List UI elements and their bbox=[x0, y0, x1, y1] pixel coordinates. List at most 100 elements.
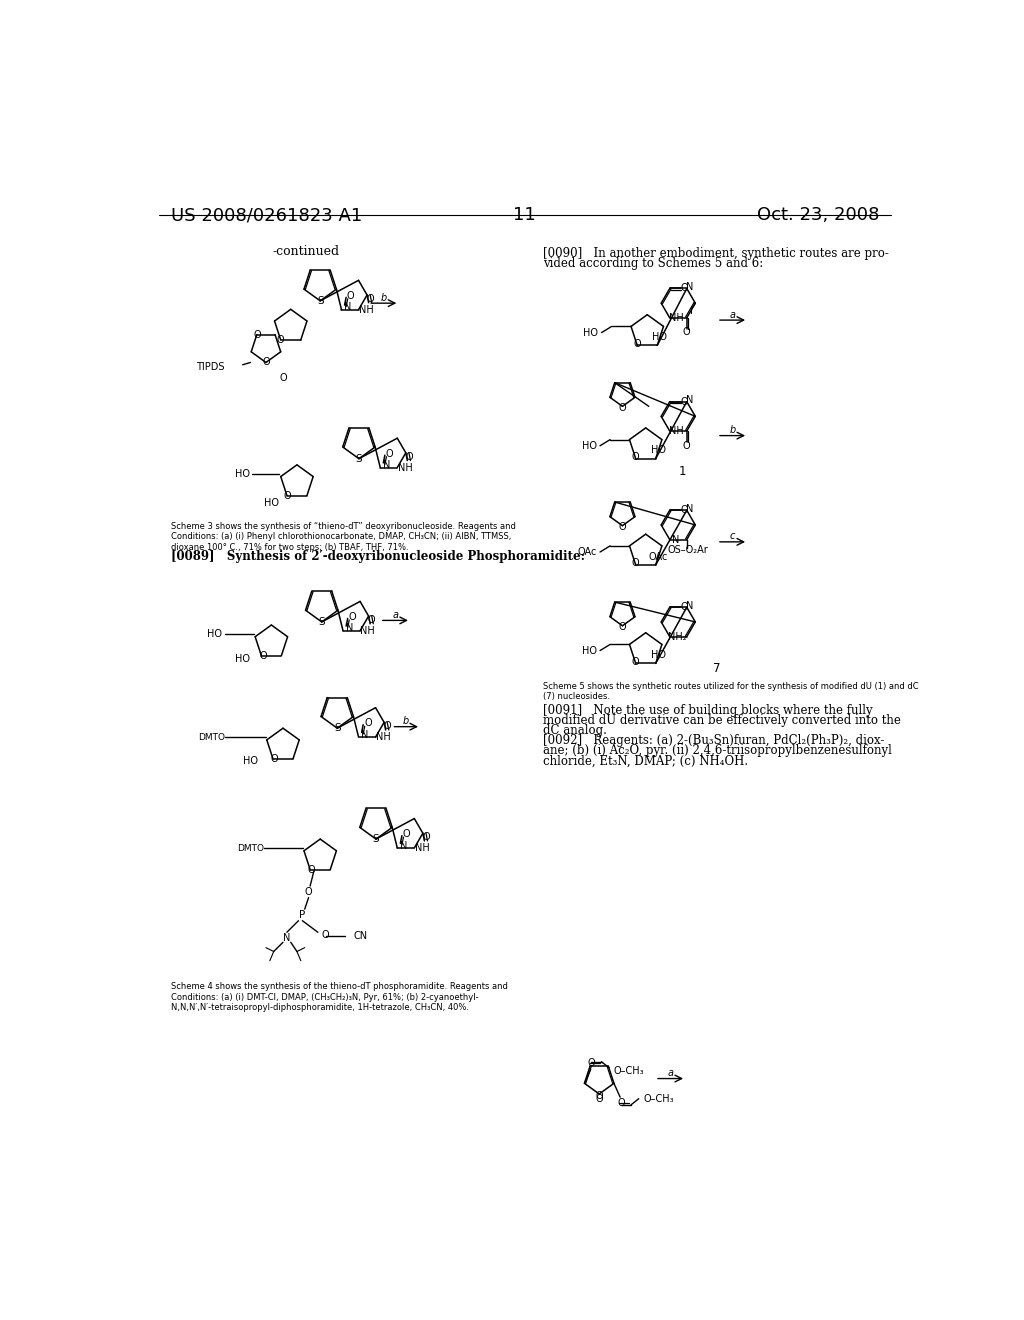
Text: HO: HO bbox=[650, 651, 666, 660]
Text: O: O bbox=[367, 294, 374, 304]
Text: b: b bbox=[729, 425, 735, 436]
Text: O: O bbox=[595, 1092, 603, 1101]
Text: HO: HO bbox=[207, 630, 222, 639]
Text: O: O bbox=[634, 339, 641, 348]
Text: O: O bbox=[595, 1094, 603, 1105]
Text: NH: NH bbox=[358, 305, 374, 314]
Text: O: O bbox=[406, 451, 413, 462]
Text: Oct. 23, 2008: Oct. 23, 2008 bbox=[758, 206, 880, 224]
Text: O: O bbox=[305, 887, 312, 898]
Text: O: O bbox=[588, 1059, 595, 1068]
Text: O: O bbox=[347, 290, 354, 301]
Text: O: O bbox=[259, 651, 266, 661]
Text: HO: HO bbox=[650, 445, 666, 455]
Text: O: O bbox=[364, 718, 372, 729]
Text: HO: HO bbox=[582, 645, 597, 656]
Text: a: a bbox=[729, 310, 735, 319]
Text: TIPDS: TIPDS bbox=[197, 362, 225, 372]
Text: 1: 1 bbox=[678, 465, 686, 478]
Text: dC analog.: dC analog. bbox=[543, 723, 606, 737]
Text: O: O bbox=[683, 327, 690, 338]
Text: vided according to Schemes 5 and 6:: vided according to Schemes 5 and 6: bbox=[543, 257, 763, 271]
Text: N: N bbox=[383, 461, 390, 470]
Text: HO: HO bbox=[236, 469, 250, 479]
Text: S: S bbox=[316, 296, 324, 306]
Text: N: N bbox=[686, 601, 693, 611]
Text: NH: NH bbox=[376, 733, 391, 742]
Text: Scheme 3 shows the synthesis of “thieno-dT” deoxyribonucleoside. Reagents and
Co: Scheme 3 shows the synthesis of “thieno-… bbox=[171, 521, 515, 552]
Text: N: N bbox=[686, 504, 693, 513]
Text: S: S bbox=[318, 616, 325, 627]
Text: O: O bbox=[348, 612, 356, 622]
Text: O: O bbox=[681, 397, 688, 407]
Text: US 2008/0261823 A1: US 2008/0261823 A1 bbox=[171, 206, 361, 224]
Text: O: O bbox=[632, 657, 640, 667]
Text: N: N bbox=[686, 395, 693, 405]
Text: NH: NH bbox=[397, 462, 413, 473]
Text: S: S bbox=[373, 834, 379, 843]
Text: N: N bbox=[344, 302, 351, 313]
Text: b: b bbox=[403, 717, 410, 726]
Text: CN: CN bbox=[353, 931, 368, 941]
Text: O: O bbox=[308, 865, 315, 875]
Text: O: O bbox=[383, 721, 391, 731]
Text: O: O bbox=[402, 829, 411, 840]
Text: O: O bbox=[368, 615, 376, 624]
Text: [0092]   Reagents: (a) 2-(Bu₃Sn)furan, PdCl₂(Ph₃P)₂, diox-: [0092] Reagents: (a) 2-(Bu₃Sn)furan, PdC… bbox=[543, 734, 884, 747]
Text: chloride, Et₃N, DMAP; (c) NH₄OH.: chloride, Et₃N, DMAP; (c) NH₄OH. bbox=[543, 755, 748, 767]
Text: 11: 11 bbox=[513, 206, 537, 224]
Text: N: N bbox=[345, 623, 353, 634]
Text: HO: HO bbox=[243, 755, 258, 766]
Text: N: N bbox=[672, 535, 680, 545]
Text: modified dU derivative can be effectively converted into the: modified dU derivative can be effectivel… bbox=[543, 714, 900, 726]
Text: -continued: -continued bbox=[272, 246, 340, 259]
Text: 7: 7 bbox=[714, 661, 721, 675]
Text: O: O bbox=[262, 358, 269, 367]
Text: O: O bbox=[681, 602, 688, 612]
Text: N: N bbox=[284, 933, 291, 944]
Text: O: O bbox=[683, 441, 690, 450]
Text: O: O bbox=[618, 403, 627, 413]
Text: Scheme 4 shows the synthesis of the thieno-dT phosphoramidite. Reagents and
Cond: Scheme 4 shows the synthesis of the thie… bbox=[171, 982, 508, 1012]
Text: NH₂: NH₂ bbox=[669, 631, 687, 642]
Text: HO: HO bbox=[264, 498, 279, 508]
Text: O: O bbox=[253, 330, 261, 339]
Text: O: O bbox=[618, 523, 627, 532]
Text: HO: HO bbox=[236, 653, 250, 664]
Text: DMTO: DMTO bbox=[237, 843, 264, 853]
Text: O–CH₃: O–CH₃ bbox=[614, 1067, 644, 1076]
Text: N: N bbox=[361, 730, 369, 739]
Text: P: P bbox=[299, 911, 305, 920]
Text: c: c bbox=[730, 532, 735, 541]
Text: O: O bbox=[632, 558, 640, 569]
Text: O: O bbox=[386, 449, 393, 458]
Text: N: N bbox=[686, 282, 693, 292]
Text: OAc: OAc bbox=[648, 552, 668, 561]
Text: NH: NH bbox=[415, 843, 429, 853]
Text: NH: NH bbox=[669, 313, 683, 323]
Text: [0091]   Note the use of building blocks where the fully: [0091] Note the use of building blocks w… bbox=[543, 704, 872, 717]
Text: b: b bbox=[381, 293, 387, 302]
Text: O: O bbox=[280, 372, 287, 383]
Text: O: O bbox=[283, 491, 291, 500]
Text: O: O bbox=[618, 622, 627, 632]
Text: NH: NH bbox=[360, 626, 375, 636]
Text: NH: NH bbox=[669, 426, 683, 436]
Text: O: O bbox=[681, 506, 688, 515]
Text: O: O bbox=[422, 832, 430, 842]
Text: DMTO: DMTO bbox=[199, 733, 225, 742]
Text: O: O bbox=[276, 335, 285, 345]
Text: I: I bbox=[690, 306, 693, 315]
Text: HO: HO bbox=[584, 327, 598, 338]
Text: [0089]   Synthesis of 2′-deoxyribonucleoside Phosphoramidite:: [0089] Synthesis of 2′-deoxyribonucleosi… bbox=[171, 549, 585, 562]
Text: S: S bbox=[355, 454, 362, 463]
Text: a: a bbox=[668, 1068, 674, 1078]
Text: [0090]   In another embodiment, synthetic routes are pro-: [0090] In another embodiment, synthetic … bbox=[543, 247, 889, 260]
Text: O–CH₃: O–CH₃ bbox=[643, 1094, 674, 1104]
Text: Scheme 5 shows the synthetic routes utilized for the synthesis of modified dU (1: Scheme 5 shows the synthetic routes util… bbox=[543, 682, 919, 701]
Text: S: S bbox=[334, 723, 341, 733]
Text: N: N bbox=[399, 841, 408, 850]
Text: O: O bbox=[270, 754, 279, 764]
Text: O: O bbox=[681, 284, 688, 293]
Text: HO: HO bbox=[582, 441, 597, 450]
